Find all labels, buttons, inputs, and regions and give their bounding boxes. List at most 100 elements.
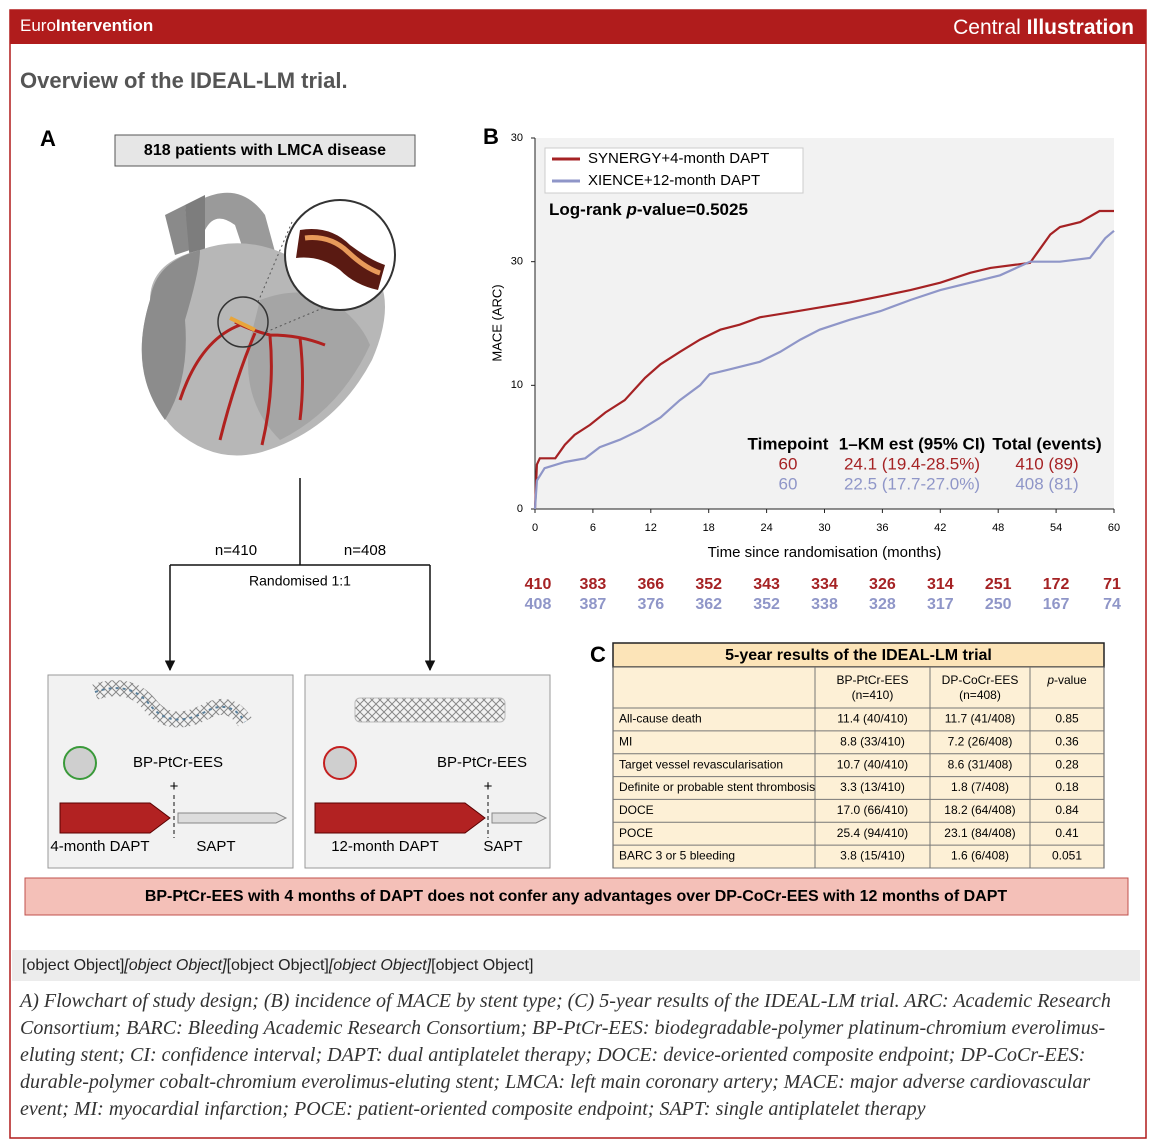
km-curve: [533, 229, 1115, 510]
sapt-label: SAPT: [196, 838, 235, 855]
inset-header: Timepoint: [748, 434, 829, 453]
p-head: p-value: [1046, 673, 1087, 687]
figure-label: Central Illustration: [953, 16, 1134, 39]
at-risk: 352: [753, 596, 780, 613]
brand-part: Intervention: [56, 16, 153, 35]
stent-label: BP-PtCr-EES: [133, 754, 223, 771]
n-label: n=408: [344, 542, 386, 559]
sapt-arrow: [177, 812, 288, 824]
brand-part: Euro: [20, 16, 56, 35]
table-cell: 11.4 (40/410): [837, 712, 908, 726]
table-cell: 17.0 (66/410): [837, 803, 908, 817]
km-curve: [533, 209, 1114, 510]
table-cell: 0.85: [1055, 712, 1079, 726]
table-cell: 7.2 (26/408): [948, 734, 1013, 748]
table-body-bg: [612, 666, 1105, 869]
table-cell: 1.8 (7/408): [951, 780, 1009, 794]
at-risk: 410: [525, 576, 552, 593]
sapt-label: SAPT: [483, 838, 522, 855]
x-tick-label: 36: [876, 522, 888, 534]
at-risk: 74: [1103, 596, 1121, 613]
inset-cell: 22.5 (17.7-27.0%): [844, 474, 980, 493]
y-tick-label: 10: [511, 379, 523, 391]
col-head: BP-PtCr-EES: [836, 673, 908, 687]
table-cell: 11.7 (41/408): [945, 712, 1016, 726]
sapt-arrow: [491, 812, 548, 824]
inset-cell: 60: [779, 454, 798, 473]
at-risk: 251: [985, 576, 1012, 593]
dapt-arrow: [314, 802, 486, 834]
x-tick-label: 12: [645, 522, 657, 534]
table-cell: 3.8 (15/410): [840, 849, 905, 863]
at-risk: 326: [869, 576, 896, 593]
population-box: [114, 134, 416, 167]
dapt-label: 4-month DAPT: [50, 838, 149, 855]
citation-part: [object Object]: [328, 957, 432, 974]
at-risk: 167: [1043, 596, 1070, 613]
row-label: All-cause death: [619, 712, 702, 726]
table-cell: 25.4 (94/410): [837, 826, 908, 840]
x-tick-label: 48: [992, 522, 1004, 534]
at-risk: 387: [580, 596, 607, 613]
x-tick-label: 60: [1108, 522, 1120, 534]
at-risk: 383: [580, 576, 607, 593]
at-risk: 250: [985, 596, 1012, 613]
panel-letter: B: [483, 124, 499, 149]
at-risk: 334: [811, 576, 838, 593]
dapt-arrow: [59, 802, 171, 834]
at-risk: 172: [1043, 576, 1070, 593]
table-cell: 0.051: [1052, 849, 1082, 863]
p-head-part: -value: [1054, 673, 1087, 687]
conclusion-banner: [24, 877, 1129, 916]
caption: A) Flowchart of study design; (B) incide…: [20, 990, 1111, 1120]
stent-label: BP-PtCr-EES: [437, 754, 527, 771]
at-risk: 343: [753, 576, 780, 593]
table-cell: 0.28: [1055, 757, 1079, 771]
inset-cell: 60: [779, 474, 798, 493]
citation-part: [object Object]: [22, 957, 124, 974]
at-risk: 362: [695, 596, 722, 613]
at-risk: 376: [637, 596, 664, 613]
plus: +: [484, 778, 493, 795]
y-axis-label: MACE (ARC): [489, 284, 504, 361]
n-label: n=410: [215, 542, 257, 559]
plot-area: [535, 138, 1114, 509]
citation-part: [object Object]: [227, 957, 329, 974]
row-label: DOCE: [619, 803, 654, 817]
x-tick-label: 0: [532, 522, 538, 534]
flow-lines: [164, 478, 436, 672]
row-label: Target vessel revascularisation: [619, 757, 783, 771]
population: 818 patients with LMCA disease: [144, 142, 386, 159]
legend-label: XIENCE+12-month DAPT: [588, 172, 760, 189]
at-risk: 71: [1103, 576, 1121, 593]
brand: EuroIntervention: [20, 16, 153, 35]
figure-label-part: Central: [953, 16, 1027, 39]
col-head: (n=410): [852, 688, 894, 702]
logrank-part: Log-rank: [549, 200, 626, 219]
col-head: (n=408): [959, 688, 1001, 702]
inset-cell: 24.1 (19.4-28.5%): [844, 454, 980, 473]
polymer-icon: [63, 746, 97, 780]
inset-cell: 410 (89): [1015, 454, 1078, 473]
plus: +: [170, 778, 179, 795]
at-risk: 328: [869, 596, 896, 613]
row-label: BARC 3 or 5 bleeding: [619, 849, 735, 863]
table-cell: 23.1 (84/408): [944, 826, 1015, 840]
dapt-label: 12-month DAPT: [331, 838, 439, 855]
x-tick-label: 18: [703, 522, 715, 534]
logrank: Log-rank p-value=0.5025: [549, 200, 748, 219]
x-tick-label: 42: [934, 522, 946, 534]
table-cell: 8.6 (31/408): [948, 757, 1013, 771]
legend-label: SYNERGY+4-month DAPT: [588, 150, 769, 167]
legend-box: [544, 147, 804, 194]
at-risk: 317: [927, 596, 954, 613]
at-risk: 314: [927, 576, 954, 593]
row-label: MI: [619, 734, 632, 748]
figure-label-part: Illustration: [1027, 16, 1134, 39]
table-cell: 1.6 (6/408): [951, 849, 1009, 863]
y-tick-label: 30: [511, 132, 523, 144]
citation-bar: [12, 950, 1140, 981]
polymer-icon: [323, 746, 357, 780]
y-tick-label: 0: [517, 503, 523, 515]
